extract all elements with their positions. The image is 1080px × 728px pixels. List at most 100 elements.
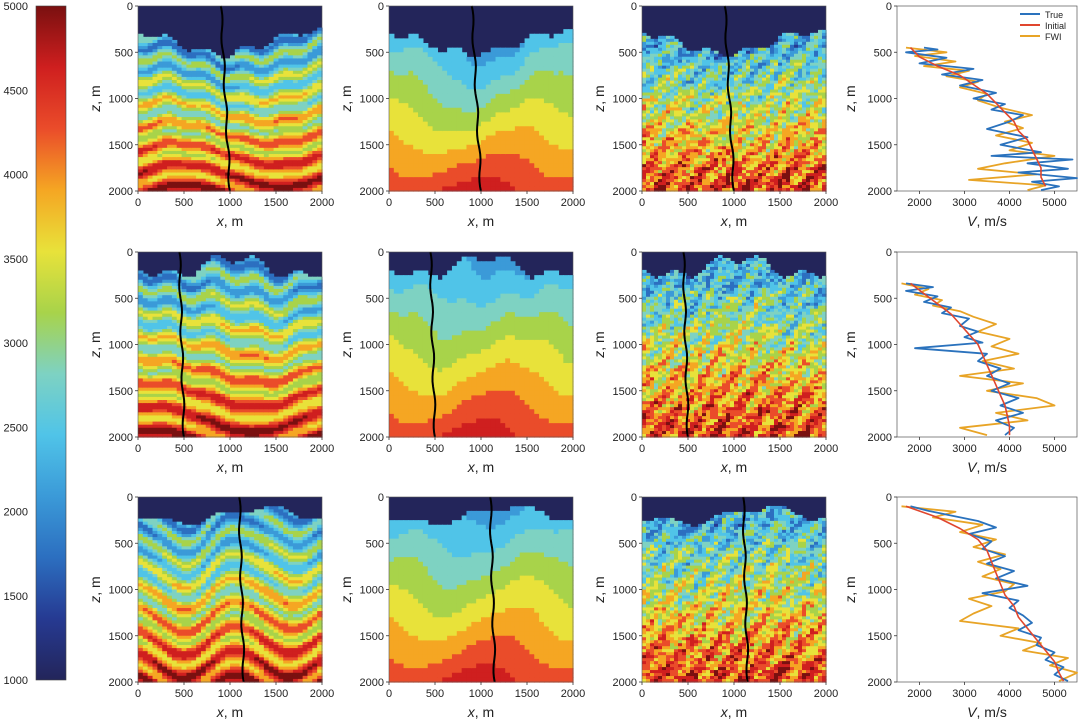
velocity-cell xyxy=(758,110,763,115)
velocity-cell xyxy=(157,113,163,118)
velocity-cell xyxy=(678,173,683,177)
velocity-cell xyxy=(650,110,655,115)
velocity-cell xyxy=(670,119,675,123)
velocity-cell xyxy=(152,36,158,41)
velocity-cell xyxy=(662,35,667,40)
velocity-cell xyxy=(790,164,795,168)
velocity-cell xyxy=(312,92,318,97)
velocity-cell xyxy=(558,163,564,169)
velocity-cell xyxy=(694,182,699,186)
velocity-cell xyxy=(782,95,787,100)
velocity-cell xyxy=(774,176,779,180)
velocity-cell xyxy=(770,113,775,117)
velocity-cell xyxy=(171,126,178,130)
velocity-cell xyxy=(408,163,414,169)
velocity-cell xyxy=(273,46,280,50)
velocity-cell xyxy=(413,70,419,76)
velocity-cell xyxy=(782,122,787,126)
velocity-cell xyxy=(734,176,739,180)
velocity-cell xyxy=(205,61,212,66)
velocity-cell xyxy=(738,86,743,91)
velocity-cell xyxy=(702,59,707,64)
velocity-cell xyxy=(678,161,683,165)
velocity-cell xyxy=(778,116,783,120)
velocity-cell xyxy=(490,177,497,183)
velocity-cell xyxy=(674,50,679,55)
velocity-cell xyxy=(710,161,715,165)
velocity-cell xyxy=(490,181,497,187)
velocity-cell xyxy=(642,128,647,132)
velocity-cell xyxy=(162,169,168,174)
velocity-cell xyxy=(543,112,550,118)
velocity-cell xyxy=(176,129,183,134)
velocity-cell xyxy=(654,125,659,129)
velocity-cell xyxy=(278,104,284,109)
velocity-cell xyxy=(283,36,289,41)
velocity-cell xyxy=(485,98,492,104)
velocity-cell xyxy=(678,125,683,129)
velocity-cell xyxy=(646,77,651,82)
velocity-cell xyxy=(292,67,299,72)
velocity-cell xyxy=(646,74,651,79)
velocity-cell xyxy=(758,170,763,174)
velocity-cell xyxy=(456,75,463,81)
velocity-cell xyxy=(694,68,699,73)
velocity-cell xyxy=(288,120,294,124)
velocity-cell xyxy=(461,186,468,192)
velocity-cell xyxy=(292,166,299,171)
velocity-cell xyxy=(742,119,747,123)
velocity-cell xyxy=(762,77,767,82)
velocity-cell xyxy=(263,104,270,109)
velocity-cell xyxy=(654,149,659,153)
velocity-cell xyxy=(758,167,763,171)
velocity-cell xyxy=(437,144,443,150)
velocity-cell xyxy=(481,66,487,72)
velocity-cell xyxy=(403,84,409,90)
velocity-cell xyxy=(200,166,207,171)
velocity-cell xyxy=(403,75,409,81)
velocity-cell xyxy=(714,74,719,79)
velocity-cell xyxy=(456,56,463,63)
velocity-cell xyxy=(774,173,779,177)
velocity-cell xyxy=(413,130,419,137)
velocity-cell xyxy=(283,76,289,81)
velocity-cell xyxy=(268,123,275,127)
velocity-cell xyxy=(738,101,743,106)
velocity-cell xyxy=(742,47,747,52)
velocity-cell xyxy=(662,152,667,156)
velocity-cell xyxy=(288,163,294,167)
velocity-cell xyxy=(418,61,424,67)
velocity-cell xyxy=(157,92,163,97)
velocity-cell xyxy=(714,71,719,76)
velocity-cell xyxy=(157,132,163,137)
velocity-cell xyxy=(437,107,443,113)
velocity-cell xyxy=(147,46,154,50)
z-tick-label: 500 xyxy=(115,47,133,59)
velocity-cell xyxy=(690,68,695,73)
velocity-cell xyxy=(389,140,395,146)
velocity-cell xyxy=(734,173,739,177)
velocity-cell xyxy=(200,52,207,56)
velocity-cell xyxy=(239,175,246,180)
velocity-cell xyxy=(142,113,149,118)
velocity-cell xyxy=(790,65,795,70)
velocity-cell xyxy=(754,71,759,76)
velocity-cell xyxy=(558,144,564,150)
velocity-cell xyxy=(167,107,173,112)
velocity-cell xyxy=(398,140,405,146)
colorbar-tick-label: 3000 xyxy=(4,338,28,350)
velocity-cell xyxy=(466,103,472,109)
velocity-cell xyxy=(694,104,699,109)
velocity-cell xyxy=(670,83,675,88)
velocity-cell xyxy=(722,116,727,120)
velocity-cell xyxy=(220,129,226,134)
velocity-cell xyxy=(642,131,647,135)
velocity-cell xyxy=(176,157,183,161)
velocity-cell xyxy=(200,83,207,87)
velocity-cell xyxy=(283,89,289,93)
velocity-cell xyxy=(297,138,304,143)
velocity-cell xyxy=(292,138,299,143)
velocity-cell xyxy=(543,84,550,90)
velocity-cell xyxy=(662,101,667,106)
velocity-cell xyxy=(288,110,294,115)
